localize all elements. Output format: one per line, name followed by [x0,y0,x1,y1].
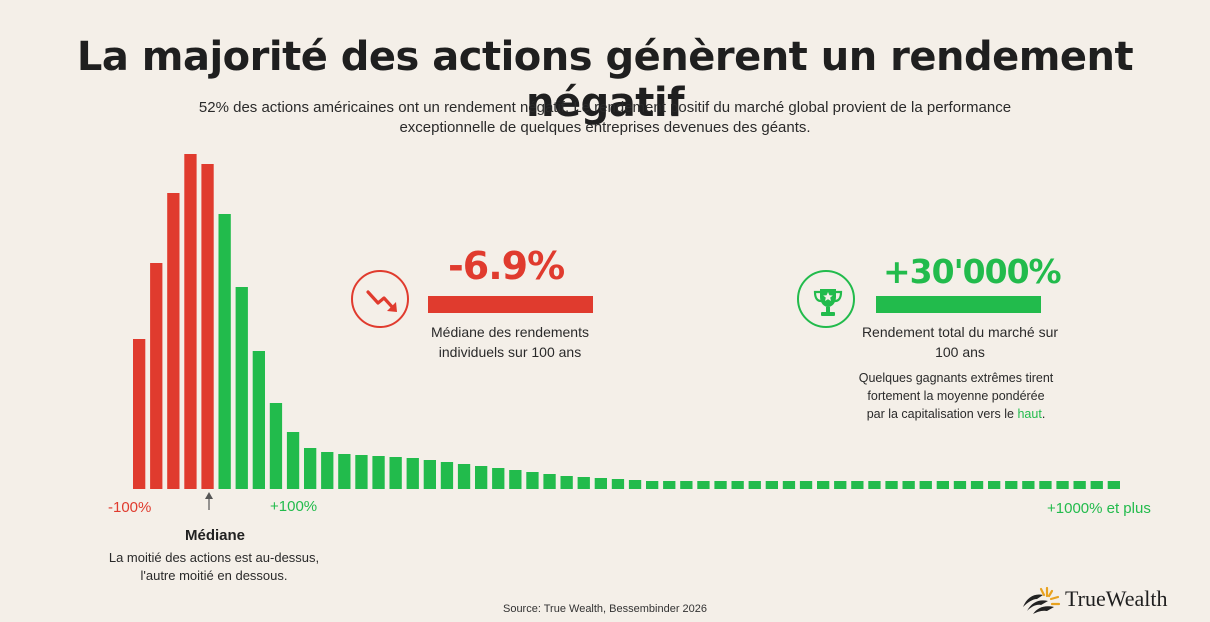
brand-logo: TrueWealth [1021,585,1201,615]
histogram-bar [868,481,881,489]
note-text: Quelques gagnants extrêmes tirent fortem… [858,371,1054,421]
market-return-label: Rendement total du marché sur 100 ans [861,324,1059,360]
truewealth-logo-icon [1023,586,1061,614]
market-return-value: +30'000% [883,252,1062,291]
trophy-icon [797,270,855,328]
histogram-bar [526,472,539,489]
median-title: Médiane [184,527,245,544]
histogram-bar [714,481,727,489]
histogram-bar [509,470,522,489]
note-end: . [1041,407,1046,421]
histogram-bar [389,457,402,489]
histogram-bar [355,455,368,489]
histogram-bar [184,154,197,489]
histogram-bar [286,432,300,489]
histogram-bar [1022,481,1035,489]
histogram-bar [628,480,642,489]
histogram-bar [611,479,625,489]
histogram-bar [492,468,505,489]
histogram-bar [475,466,488,489]
histogram-bar [338,454,351,489]
histogram-bar [201,164,214,489]
note-highlight: haut [1017,407,1042,421]
histogram-bar [406,458,419,489]
histogram-bar [218,214,231,489]
histogram-bar [748,481,761,489]
histogram-bar [560,476,573,489]
histogram-bar [321,452,334,489]
axis-label-mid: +100% [270,498,318,515]
market-return-bar [876,296,1041,313]
histogram-bar [1039,481,1052,489]
histogram-bar [543,474,556,489]
histogram-bar [817,481,830,489]
histogram-bar [1056,481,1069,489]
median-return-label: Médiane des rendements individuels sur 1… [431,324,589,360]
histogram-bar [235,287,248,489]
axis-label-min: -100% [108,499,152,516]
histogram-bar [150,263,163,489]
median-return-value: -6.9% [448,244,565,288]
histogram-bar [851,481,864,489]
source-note: Source: True Wealth, Bessembinder 2026 [502,603,708,615]
histogram-bar [936,481,949,489]
histogram-bar [988,481,1001,489]
histogram-bar [782,481,796,489]
histogram-bar [440,462,454,489]
median-marker-arrow [205,492,213,499]
histogram-bar [731,481,744,489]
histogram-bar [133,339,146,489]
histogram-bar [167,193,180,489]
brand-name: TrueWealth [1065,586,1168,611]
histogram-bar [457,464,471,489]
median-return-bar [428,296,593,313]
trending-down-icon [351,270,409,328]
histogram-bar [663,481,676,489]
page-title: La majorité des actions génèrent un rend… [76,34,1134,126]
subtitle: 52% des actions américaines ont un rende… [198,99,1012,136]
histogram-bar [680,481,693,489]
histogram-bar [304,448,317,489]
histogram-bar [919,481,932,489]
market-return-note: Quelques gagnants extrêmes tirent fortem… [858,369,1054,423]
histogram-bar [1073,481,1086,489]
histogram-bar [1090,481,1103,489]
axis-label-max: +1000% et plus [1047,500,1151,517]
histogram-bar [646,481,659,489]
histogram-bar [834,481,847,489]
histogram-bar [1107,481,1120,489]
histogram-bar [577,477,590,489]
histogram-bar [1005,481,1018,489]
histogram-bar [372,456,385,489]
histogram-bar [252,351,265,489]
histogram-bar [423,460,436,489]
histogram-bar [765,481,778,489]
histogram-bar [269,403,283,489]
histogram-bar [594,478,607,489]
histogram-bar [697,481,710,489]
histogram-bar [970,481,984,489]
histogram-bar [902,481,915,489]
histogram-bar [885,481,898,489]
histogram-bar [799,481,813,489]
histogram-bar [953,481,967,489]
bar-group [133,154,1120,489]
median-description: La moitié des actions est au-dessus, l'a… [108,550,320,583]
